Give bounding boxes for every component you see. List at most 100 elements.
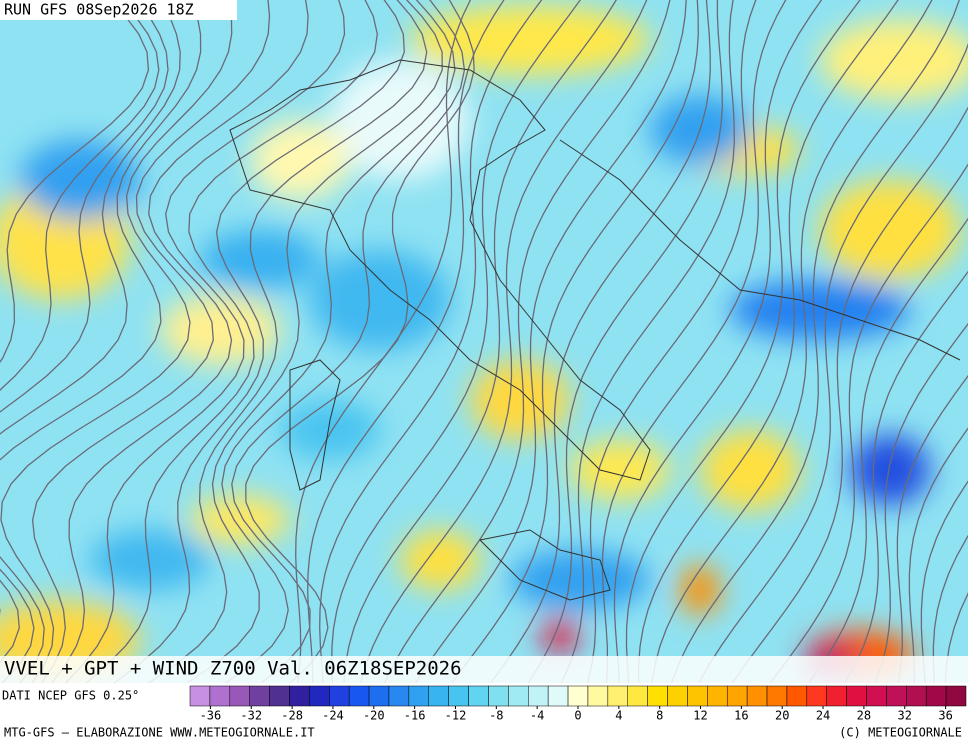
colorbar-swatch bbox=[269, 685, 290, 707]
streamline bbox=[769, 163, 968, 683]
streamline bbox=[0, 0, 202, 683]
colorbar-swatch bbox=[448, 685, 469, 707]
coastlines bbox=[229, 59, 961, 601]
colorbar-swatch bbox=[229, 685, 250, 707]
colorbar-swatch bbox=[866, 685, 887, 707]
streamline bbox=[64, 0, 346, 683]
colorbar-swatch bbox=[388, 685, 410, 707]
streamline bbox=[671, 0, 960, 683]
colorbar-tick-label: 8 bbox=[656, 709, 663, 723]
colorbar-swatch bbox=[249, 685, 270, 707]
colorbar-swatch bbox=[627, 685, 648, 707]
streamline bbox=[808, 217, 968, 683]
colorbar-tick-label: 12 bbox=[693, 709, 707, 723]
colorbar-tick-label: -24 bbox=[322, 709, 344, 723]
streamline bbox=[0, 0, 160, 615]
colorbar-swatch bbox=[528, 685, 549, 707]
colorbar-swatch bbox=[846, 685, 867, 707]
colorbar-swatch bbox=[766, 685, 788, 707]
colorbar-swatch bbox=[329, 685, 350, 707]
streamline bbox=[414, 0, 687, 683]
colorbar-swatch bbox=[826, 685, 847, 707]
colorbar-tick-label: 32 bbox=[898, 709, 912, 723]
source-label: DATI NCEP GFS 0.25° bbox=[2, 689, 139, 703]
streamline bbox=[932, 534, 968, 683]
colorbar-swatch bbox=[289, 685, 310, 707]
colorbar-tick-label: -20 bbox=[363, 709, 385, 723]
map-title: VVEL + GPT + WIND Z700 Val. 06Z18SEP2026 bbox=[4, 658, 462, 680]
colorbar-tick-label: 36 bbox=[938, 709, 952, 723]
colorbar-swatch bbox=[209, 685, 231, 707]
colorbar-swatch bbox=[488, 685, 509, 707]
run-label: RUN GFS 08Sep2026 18Z bbox=[4, 1, 194, 19]
colorbar-swatch bbox=[368, 685, 390, 707]
streamline bbox=[844, 270, 968, 683]
coastline bbox=[229, 59, 651, 481]
streamline bbox=[527, 0, 723, 683]
streamline bbox=[343, 0, 618, 683]
streamline bbox=[185, 0, 443, 683]
streamline bbox=[383, 0, 671, 683]
streamline bbox=[908, 427, 968, 683]
colorbar-swatch bbox=[567, 685, 589, 707]
colorbar-swatch bbox=[786, 685, 808, 707]
streamline bbox=[331, 0, 582, 683]
streamline bbox=[221, 0, 456, 683]
streamline bbox=[651, 0, 933, 683]
streamline bbox=[0, 0, 169, 664]
streamline bbox=[698, 43, 968, 683]
colorbar: -36 -32 -28 -24 -20 -16 -12 -8 -4 0 4 8 12 16 20 24 28 32… bbox=[189, 685, 967, 723]
streamline bbox=[601, 0, 787, 683]
colorbar-tick-label: -28 bbox=[281, 709, 303, 723]
streamlines bbox=[0, 0, 968, 683]
colorbar-tick-label: 28 bbox=[857, 709, 871, 723]
streamline bbox=[586, 0, 757, 683]
streamline bbox=[319, 0, 543, 683]
streamline bbox=[896, 374, 968, 683]
streamline bbox=[637, 0, 899, 683]
colorbar-tick-label: -4 bbox=[530, 709, 544, 723]
streamline bbox=[731, 106, 968, 683]
colorbar-swatch bbox=[726, 685, 748, 707]
streamline bbox=[31, 0, 271, 683]
colorbar-tick-label: -8 bbox=[489, 709, 503, 723]
title-band bbox=[0, 656, 968, 683]
streamline bbox=[360, 0, 648, 683]
streamline bbox=[613, 0, 823, 683]
colorbar-swatch bbox=[408, 685, 430, 707]
colorbar-swatch bbox=[687, 685, 708, 707]
colorbar-swatch bbox=[508, 685, 529, 707]
streamline bbox=[231, 0, 466, 683]
streamline bbox=[560, 0, 735, 683]
colorbar-tick-label: -16 bbox=[404, 709, 426, 723]
streamline bbox=[920, 480, 968, 683]
colorbar-swatch bbox=[667, 685, 688, 707]
colorbar-swatch bbox=[806, 685, 827, 707]
streamline bbox=[295, 0, 472, 683]
colorbar-swatch bbox=[925, 685, 947, 707]
colorbar-swatch bbox=[607, 685, 628, 707]
colorbar-swatch bbox=[945, 685, 967, 707]
footer-right: (C) METEOGIORNALE bbox=[839, 726, 962, 740]
coastline bbox=[289, 359, 341, 491]
colorbar-tick-label: 0 bbox=[574, 709, 581, 723]
streamline bbox=[625, 0, 861, 683]
streamline bbox=[113, 0, 405, 683]
colorbar-swatch bbox=[647, 685, 668, 707]
streamline bbox=[874, 322, 968, 683]
streamline bbox=[0, 0, 181, 683]
footer-left: MTG-GFS – ELABORAZIONE WWW.METEOGIORNALE… bbox=[4, 726, 315, 740]
coastline bbox=[559, 139, 961, 361]
colorbar-tick-label: 20 bbox=[775, 709, 789, 723]
colorbar-swatch bbox=[468, 685, 489, 707]
streamline bbox=[147, 0, 428, 683]
colorbar-swatch bbox=[428, 685, 449, 707]
colorbar-swatch bbox=[309, 685, 330, 707]
run-box bbox=[0, 0, 237, 20]
colorbar-tick-label: 4 bbox=[615, 709, 622, 723]
colorbar-swatch bbox=[348, 685, 370, 707]
colorbar-tick-label: 24 bbox=[816, 709, 830, 723]
streamline bbox=[0, 0, 150, 364]
